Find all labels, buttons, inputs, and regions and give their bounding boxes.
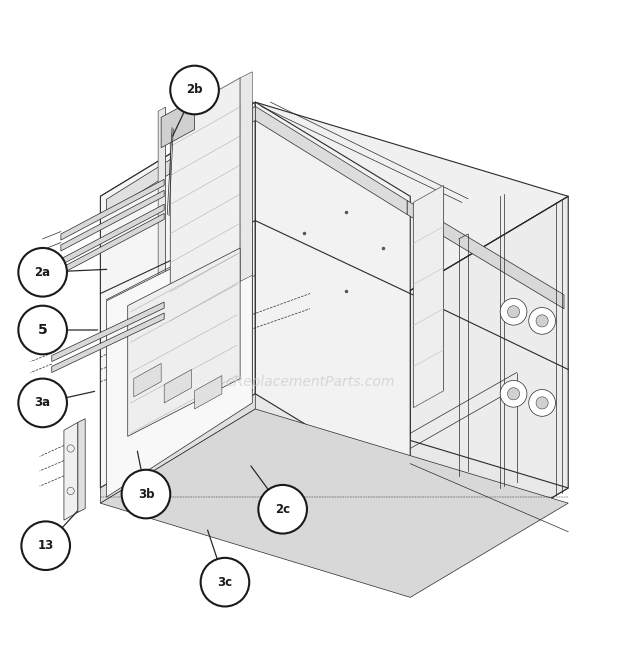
Circle shape <box>507 387 520 400</box>
Polygon shape <box>255 106 407 214</box>
Text: eReplacementParts.com: eReplacementParts.com <box>225 375 395 389</box>
Polygon shape <box>255 102 410 488</box>
Circle shape <box>201 558 249 607</box>
Polygon shape <box>100 102 255 488</box>
Circle shape <box>19 379 67 427</box>
Polygon shape <box>78 418 85 512</box>
Text: 13: 13 <box>38 539 54 552</box>
Circle shape <box>536 315 548 327</box>
Text: 2a: 2a <box>35 266 51 279</box>
Circle shape <box>536 397 548 409</box>
Polygon shape <box>128 248 240 436</box>
Polygon shape <box>134 364 161 397</box>
Polygon shape <box>158 107 166 391</box>
Polygon shape <box>195 376 222 409</box>
Polygon shape <box>61 204 164 265</box>
Polygon shape <box>100 102 568 290</box>
Circle shape <box>21 521 70 570</box>
Circle shape <box>529 389 556 416</box>
Polygon shape <box>51 302 164 362</box>
Polygon shape <box>161 99 195 148</box>
Polygon shape <box>240 72 252 281</box>
Polygon shape <box>61 190 164 251</box>
Circle shape <box>170 66 219 114</box>
Polygon shape <box>64 422 78 520</box>
Polygon shape <box>100 409 568 597</box>
Polygon shape <box>61 180 164 240</box>
Polygon shape <box>100 394 255 503</box>
Circle shape <box>67 487 74 494</box>
Circle shape <box>500 380 527 407</box>
Polygon shape <box>107 106 255 213</box>
Text: 3c: 3c <box>218 576 232 589</box>
Text: 3a: 3a <box>35 397 51 409</box>
Polygon shape <box>164 370 192 403</box>
Circle shape <box>507 306 520 318</box>
Circle shape <box>67 445 74 452</box>
Polygon shape <box>414 185 444 408</box>
Circle shape <box>500 298 527 325</box>
Circle shape <box>122 470 171 518</box>
Polygon shape <box>100 394 568 582</box>
Circle shape <box>19 306 67 354</box>
Polygon shape <box>107 228 252 497</box>
Polygon shape <box>51 313 164 372</box>
Text: 5: 5 <box>38 323 48 337</box>
Polygon shape <box>407 201 564 309</box>
Polygon shape <box>170 78 240 321</box>
Circle shape <box>529 308 556 334</box>
Polygon shape <box>61 213 164 274</box>
Polygon shape <box>410 196 568 582</box>
Text: 3b: 3b <box>138 488 154 500</box>
Circle shape <box>19 248 67 296</box>
Circle shape <box>259 485 307 533</box>
Text: 2b: 2b <box>186 84 203 96</box>
Text: 2c: 2c <box>275 503 290 515</box>
